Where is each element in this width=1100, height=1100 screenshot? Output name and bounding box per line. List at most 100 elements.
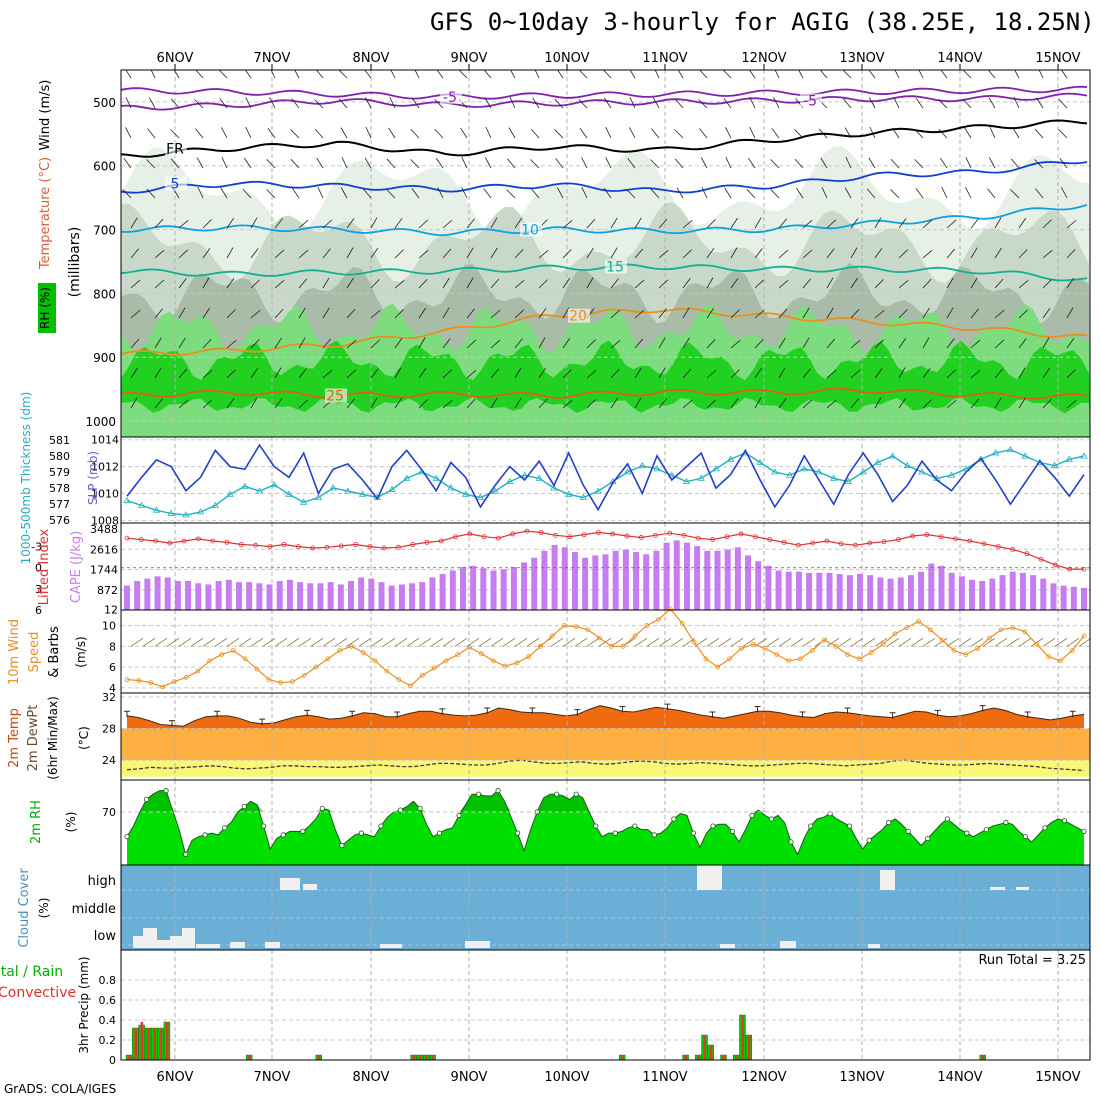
surface-wind-barb [214, 637, 228, 647]
thickness-tick: 581 [49, 434, 70, 447]
li-point [181, 538, 187, 544]
rh-point [905, 828, 911, 834]
thickness-point [167, 509, 175, 516]
temp-minmax-whisker [664, 703, 671, 711]
cape-bar [704, 550, 711, 610]
surface-wind-barb [730, 637, 744, 647]
x-label-top: 11NOV [642, 51, 687, 66]
cape-bar [683, 542, 690, 610]
wind-barb [314, 99, 324, 109]
wind-barb [1035, 188, 1044, 199]
surface-wind-barb [862, 637, 876, 647]
cloud-low-bar [780, 941, 796, 948]
wind-barb [603, 187, 612, 199]
wind-speed-point [975, 645, 981, 651]
surface-wind-barb [418, 637, 432, 647]
li-point [238, 542, 244, 547]
wind-barb [170, 98, 180, 109]
wind-barb [418, 307, 426, 319]
cloud-low-bar [465, 941, 490, 948]
x-label-bottom: 14NOV [937, 1070, 982, 1085]
li-point [953, 536, 958, 542]
thickness-point [535, 474, 543, 481]
wind-barb [346, 247, 354, 259]
thickness-point [241, 482, 249, 489]
wind-barb [484, 157, 492, 169]
cloud-low-bar [157, 940, 170, 948]
rh-point [671, 816, 677, 822]
wind-barb [581, 157, 588, 169]
temp-tick: 24 [102, 754, 116, 767]
wind-speed-point [561, 623, 567, 628]
isotherm-6 [121, 307, 1088, 356]
cloud-low-bar [196, 944, 220, 948]
li-point [867, 540, 873, 546]
wind-barb [898, 367, 906, 379]
cloud-low-bar [143, 928, 157, 948]
wind-barb [634, 279, 645, 289]
x-label-bottom: 13NOV [839, 1070, 884, 1085]
wind-barb [706, 277, 714, 289]
wind-barb [898, 309, 908, 319]
wind-barb [154, 218, 164, 229]
precip-conv-bar [703, 1035, 707, 1060]
surface-wind-barb [358, 637, 372, 647]
wind-barb [507, 158, 516, 169]
surface-wind-barb [778, 637, 792, 647]
cloud-level-label: middle [72, 902, 116, 917]
wind-barb [388, 127, 396, 139]
wind-speed-point [750, 641, 756, 647]
wind-barb [322, 219, 333, 229]
wind-barb [610, 339, 621, 349]
precip-conv-bar [165, 1022, 169, 1060]
thickness-point [255, 487, 264, 494]
isotherm-label: 20 [569, 309, 587, 325]
surface-wind-barb [550, 637, 564, 647]
wind-barb [850, 277, 858, 289]
wind10-barbs-label: & Barbs [47, 626, 62, 678]
thickness-point [830, 474, 838, 481]
cape-bar [694, 546, 701, 610]
wind-speed-point [821, 637, 827, 643]
wind-barb [554, 129, 564, 139]
cape-bar [612, 550, 619, 610]
wind-barb [130, 397, 138, 409]
wind-speed-point [526, 654, 532, 660]
thickness-point [594, 487, 602, 494]
cape-bar [368, 578, 375, 610]
surface-wind-barb [742, 637, 756, 647]
surface-wind-barb [274, 637, 288, 647]
wind-barb [226, 339, 237, 349]
wind-barb [652, 97, 660, 109]
cape-bar [989, 578, 996, 610]
wind-barb [778, 279, 789, 289]
precip-conv-bar [317, 1055, 321, 1060]
wind-barb [290, 158, 300, 169]
wind-barb [820, 157, 828, 169]
wind-speed-point [148, 680, 154, 686]
wind-barb [538, 249, 549, 259]
cape-bar [958, 576, 965, 610]
x-label-bottom: 9NOV [451, 1070, 488, 1085]
rh-point [807, 823, 814, 829]
wind-barb [562, 399, 573, 409]
rh-label: RH (%) [38, 287, 52, 329]
rh-line [126, 789, 1085, 856]
wind-barb [437, 187, 444, 199]
wind-barb [341, 156, 348, 169]
surface-wind-barb [1042, 637, 1056, 647]
cape-bar [765, 565, 772, 610]
wind-barb [914, 129, 924, 139]
cape-bar [775, 570, 782, 610]
wind-barb [586, 369, 597, 379]
wind-barb [365, 126, 372, 139]
wind-barb [970, 369, 981, 379]
wind-speed-point [715, 664, 721, 670]
wind-speed-point [1034, 641, 1040, 647]
wind-barb [1018, 309, 1029, 319]
wind-barb [1042, 279, 1052, 289]
rh-point [944, 816, 950, 822]
isotherm-label-bg [800, 93, 822, 108]
wind-barb [322, 277, 330, 289]
surface-wind-barb [310, 637, 324, 647]
